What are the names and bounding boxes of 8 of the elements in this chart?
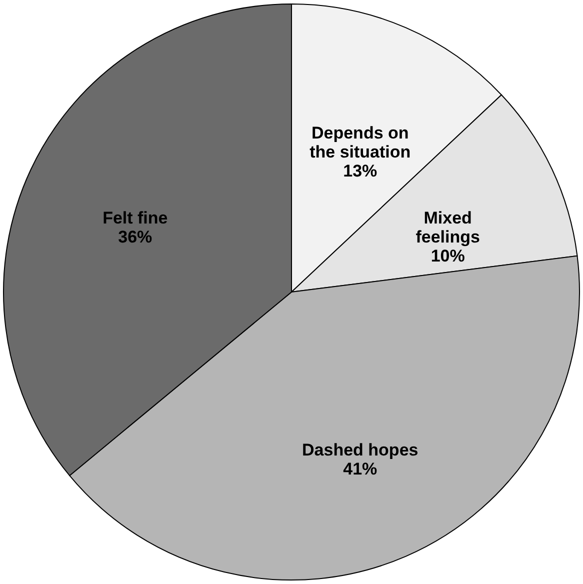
slice-label: Dashed hopes	[302, 440, 418, 460]
data-label: 13%	[343, 161, 378, 180]
data-label: 41%	[343, 460, 378, 479]
data-label: 36%	[118, 227, 152, 246]
slice-label: Mixed feelings	[416, 208, 480, 246]
slice-label: Depends on the situation	[310, 123, 411, 162]
slice-label: Felt fine	[102, 208, 168, 228]
data-label: 10%	[430, 246, 465, 266]
